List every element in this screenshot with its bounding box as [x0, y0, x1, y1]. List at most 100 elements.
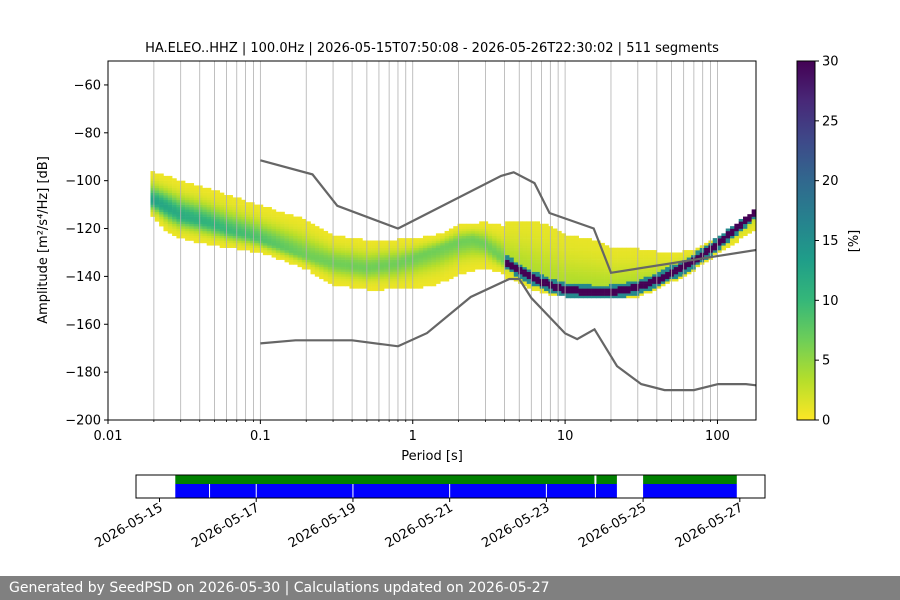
- heatmap-cell: [466, 240, 471, 244]
- heatmap-cell: [496, 259, 502, 263]
- heatmap-cell: [409, 264, 415, 268]
- heatmap-cell: [665, 276, 670, 280]
- heatmap-cell: [743, 221, 748, 225]
- heatmap-cell: [198, 202, 203, 205]
- heatmap-cell: [435, 240, 441, 244]
- heatmap-cell: [211, 242, 216, 246]
- heatmap-cell: [371, 288, 376, 292]
- heatmap-cell: [487, 226, 493, 229]
- heatmap-cell: [180, 235, 186, 239]
- heatmap-cell: [202, 240, 208, 244]
- heatmap-cell: [254, 247, 259, 251]
- heatmap-cell: [557, 235, 562, 239]
- heatmap-cell: [388, 278, 393, 282]
- heatmap-cell: [176, 235, 182, 239]
- heatmap-cell: [699, 262, 705, 265]
- heatmap-cell: [379, 240, 385, 244]
- heatmap-cell: [409, 283, 415, 287]
- heatmap-cell: [682, 264, 688, 268]
- heatmap-cell: [353, 266, 359, 270]
- heatmap-cell: [474, 254, 480, 258]
- heatmap-cell: [673, 271, 679, 275]
- heatmap-cell: [509, 259, 515, 263]
- heatmap-cell: [323, 266, 329, 270]
- heatmap-cell: [232, 245, 238, 248]
- heatmap-cell: [163, 216, 169, 220]
- heatmap-cell: [193, 204, 199, 208]
- heatmap-cell: [479, 245, 484, 248]
- heatmap-cell: [219, 228, 225, 232]
- heatmap-cell: [388, 266, 393, 270]
- heatmap-cell: [582, 295, 588, 299]
- heatmap-cell: [167, 226, 173, 229]
- heatmap-cell: [479, 259, 484, 263]
- heatmap-cell: [531, 262, 536, 265]
- heatmap-cell: [189, 218, 195, 222]
- heatmap-cell: [258, 221, 264, 225]
- heatmap-cell: [440, 269, 445, 272]
- heatmap-cell: [466, 259, 471, 263]
- heatmap-cell: [496, 262, 502, 265]
- heatmap-cell: [319, 240, 324, 244]
- heatmap-cell: [595, 257, 601, 260]
- heatmap-cell: [375, 262, 381, 265]
- heatmap-cell: [271, 233, 277, 237]
- heatmap-cell: [518, 238, 523, 241]
- heatmap-cell: [738, 218, 744, 222]
- heatmap-cell: [578, 276, 584, 280]
- heatmap-cell: [332, 269, 337, 272]
- heatmap-cell: [185, 209, 190, 213]
- heatmap-cell: [621, 250, 627, 253]
- heatmap-cell: [509, 250, 515, 253]
- heatmap-cell: [409, 240, 415, 244]
- heatmap-cell: [267, 223, 272, 227]
- heatmap-cell: [660, 264, 666, 268]
- heatmap-cell: [254, 221, 259, 225]
- heatmap-cell: [600, 271, 605, 275]
- heatmap-cell: [557, 240, 562, 244]
- heatmap-cell: [634, 264, 640, 268]
- heatmap-cell: [379, 250, 385, 253]
- heatmap-cell: [518, 269, 523, 272]
- heatmap-cell: [448, 262, 454, 265]
- heatmap-cell: [314, 235, 320, 239]
- heatmap-cell: [375, 254, 381, 258]
- heatmap-cell: [405, 238, 411, 241]
- heatmap-cell: [159, 190, 164, 193]
- heatmap-cell: [747, 216, 752, 220]
- heatmap-cell: [358, 245, 363, 248]
- heatmap-cell: [198, 223, 203, 227]
- heatmap-cell: [267, 233, 272, 237]
- heatmap-cell: [678, 254, 683, 258]
- heatmap-cell: [613, 283, 618, 287]
- heatmap-cell: [457, 262, 463, 265]
- heatmap-cell: [582, 266, 588, 270]
- heatmap-cell: [656, 283, 662, 287]
- heatmap-cell: [232, 235, 238, 239]
- heatmap-cell: [236, 197, 242, 201]
- heatmap-cell: [154, 197, 160, 201]
- heatmap-cell: [362, 247, 368, 251]
- heatmap-cell: [552, 257, 558, 260]
- heatmap-cell: [457, 240, 463, 244]
- heatmap-cell: [232, 206, 238, 210]
- heatmap-cell: [604, 252, 610, 256]
- heatmap-cell: [747, 214, 752, 217]
- heatmap-cell: [172, 197, 177, 201]
- heatmap-cell: [565, 266, 571, 270]
- heatmap-cell: [310, 264, 316, 268]
- heatmap-cell: [513, 242, 519, 246]
- heatmap-cell: [522, 233, 528, 237]
- heatmap-cell: [600, 242, 605, 246]
- heatmap-cell: [418, 240, 424, 244]
- heatmap-cell: [288, 254, 294, 258]
- heatmap-cell: [180, 209, 186, 213]
- heatmap-cell: [362, 278, 368, 282]
- availability-tick-label: 2026-05-17: [189, 500, 262, 551]
- heatmap-cell: [249, 202, 255, 205]
- heatmap-cell: [202, 230, 208, 234]
- heatmap-cell: [332, 276, 337, 280]
- heatmap-cell: [189, 206, 195, 210]
- heatmap-cell: [604, 276, 610, 280]
- heatmap-cell: [570, 235, 575, 239]
